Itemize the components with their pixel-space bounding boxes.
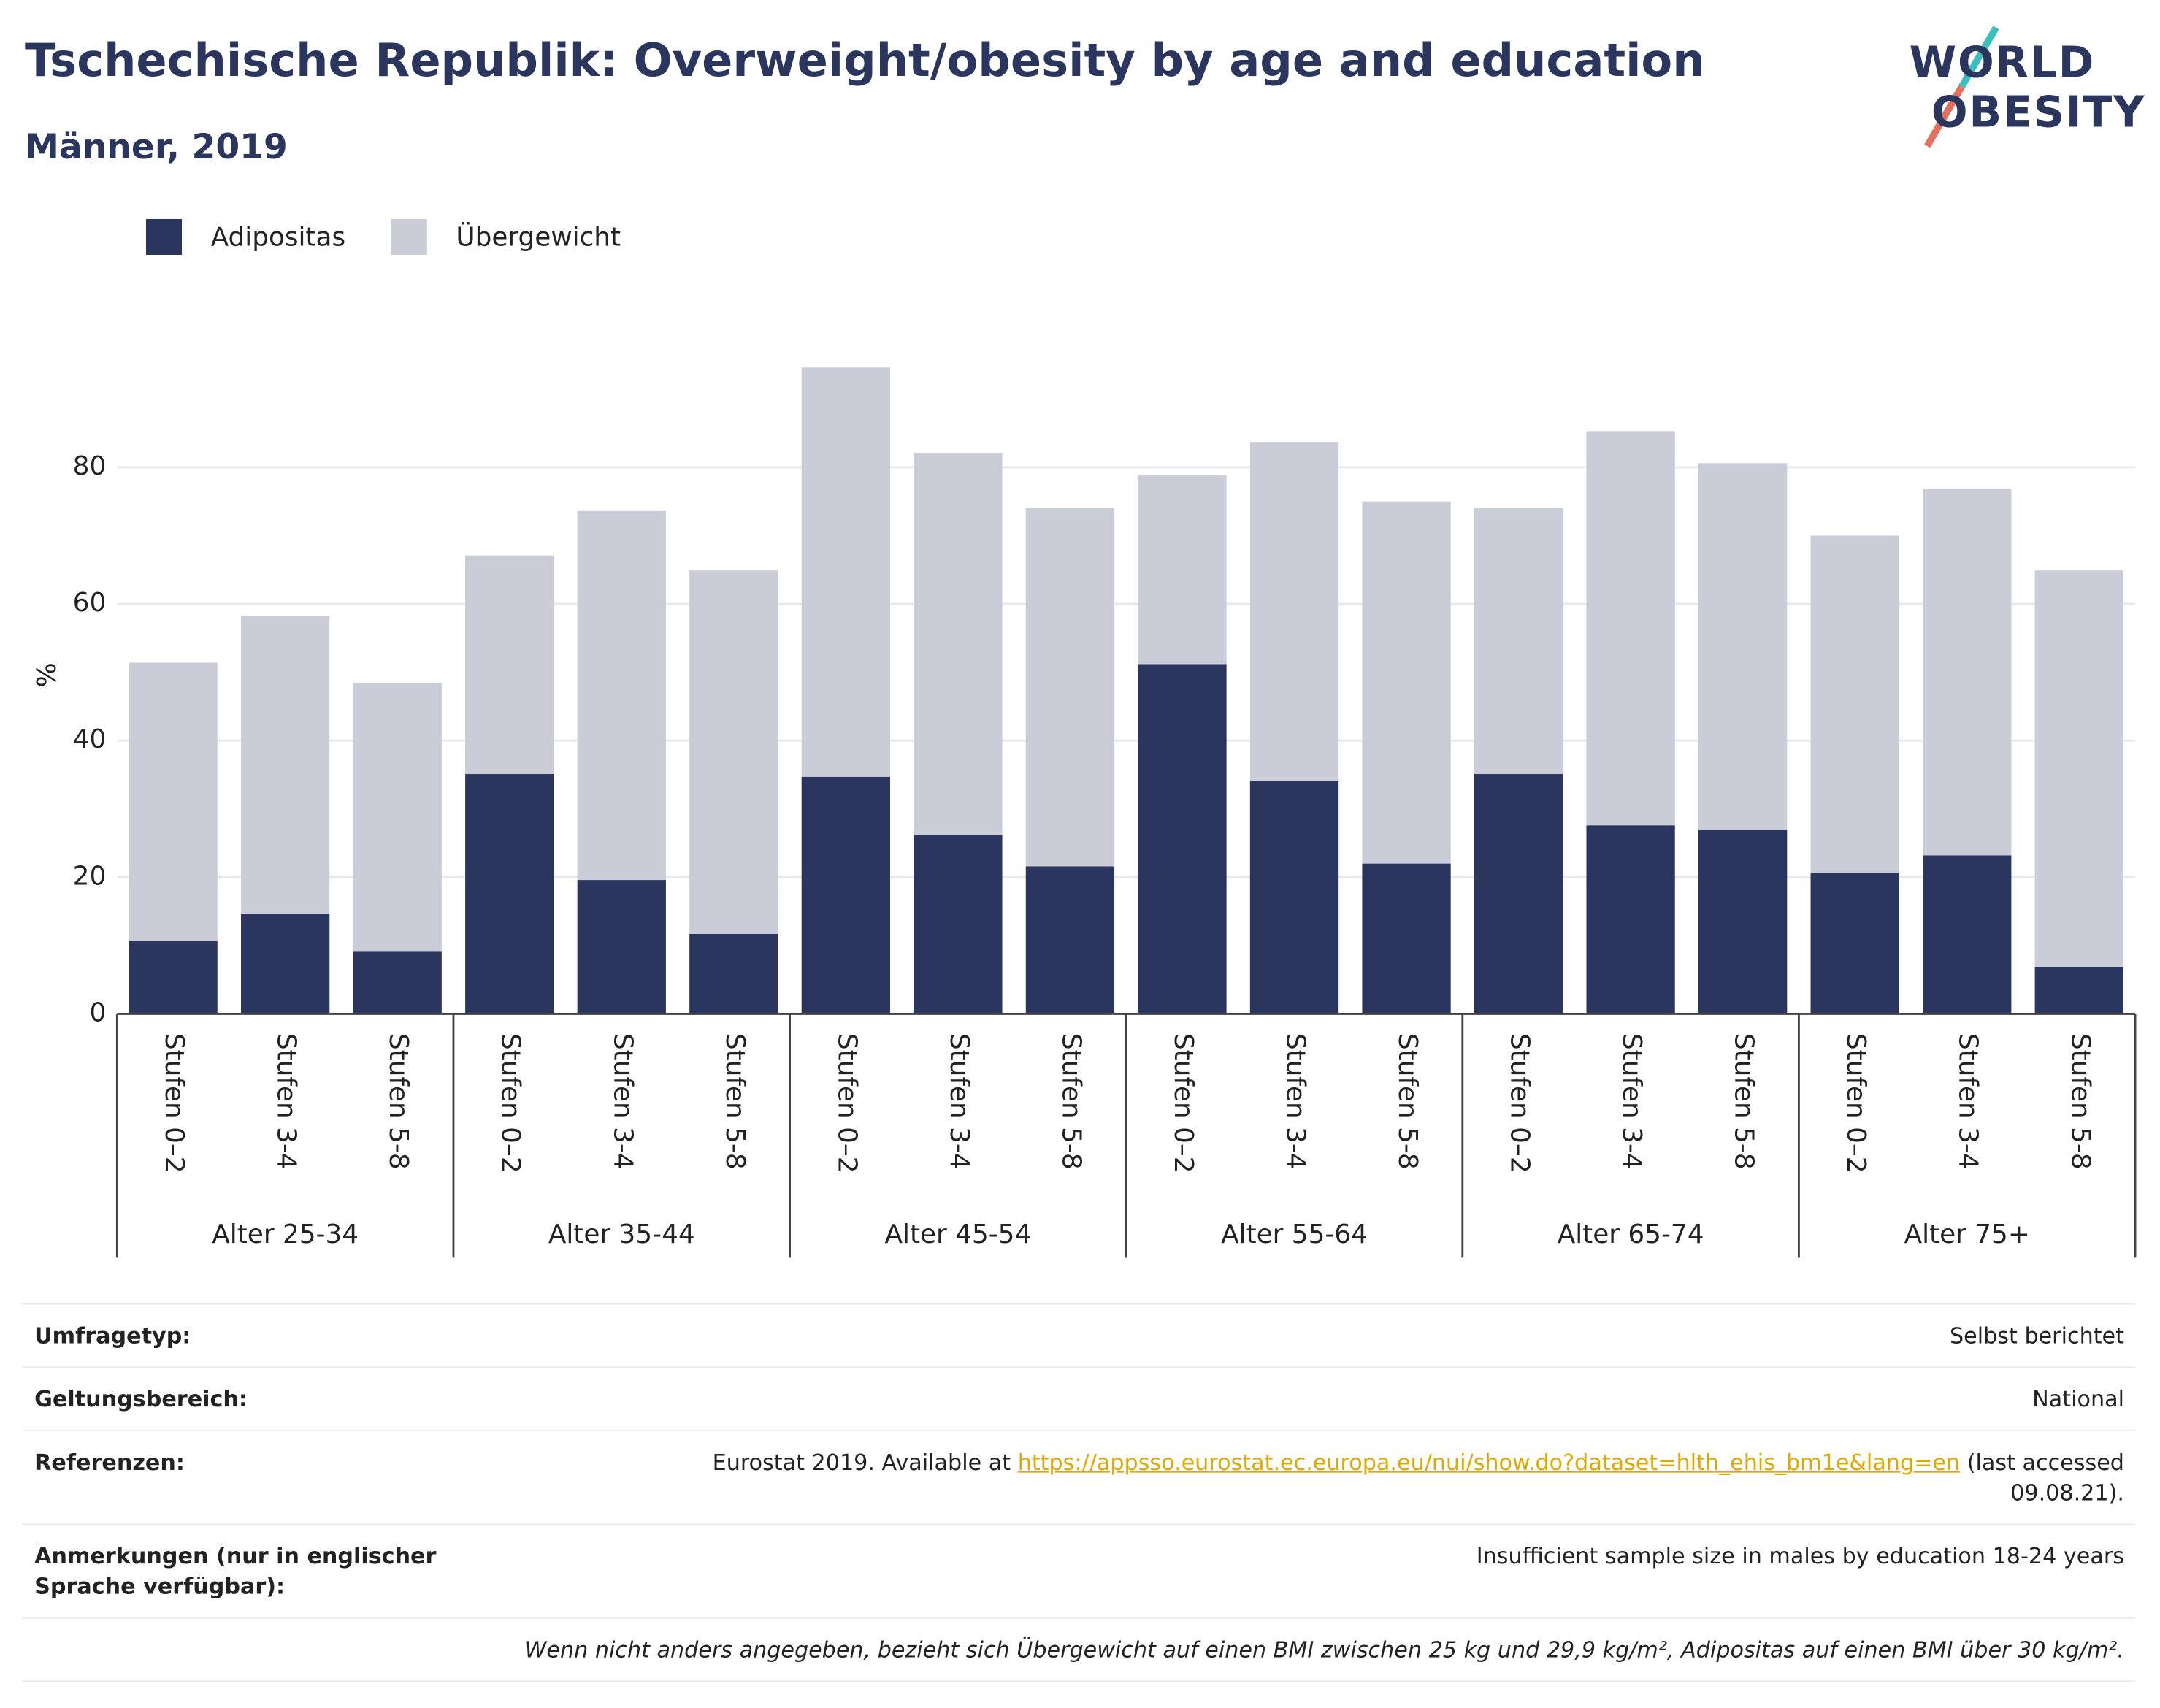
bar-segment [1698, 829, 1788, 1014]
row-label: Anmerkungen (nur in englischer Sprache v… [34, 1542, 437, 1600]
bar-segment [2034, 570, 2123, 967]
x-tick-label: Stufen 5-8 [1056, 1033, 1086, 1170]
x-tick-label: Stufen 0–2 [1505, 1033, 1535, 1173]
bar-segment [1362, 863, 1451, 1014]
logo-text: OBESITY [1931, 88, 2146, 138]
bar-segment [353, 683, 442, 952]
bar-segment [1474, 774, 1563, 1014]
y-tick-label: 60 [73, 588, 107, 618]
x-tick-label: Stufen 3-4 [1953, 1033, 1983, 1170]
logo-text: WORLD [1909, 38, 2096, 88]
bar-segment [1249, 442, 1339, 781]
x-tick-label: Stufen 5-8 [1729, 1033, 1759, 1170]
bar-segment [577, 510, 666, 881]
text: (last accessed 09.08.21). [1960, 1449, 2124, 1506]
y-tick-label: 0 [89, 997, 106, 1027]
bar-segment [1249, 781, 1339, 1014]
row-value: National [2032, 1385, 2124, 1412]
x-tick-label: Stufen 5-8 [720, 1033, 750, 1170]
bar-segment [353, 951, 442, 1014]
bar-segment [1138, 475, 1227, 665]
group-label: Alter 55-64 [1221, 1219, 1368, 1249]
bar-segment [914, 453, 1003, 835]
bar-segment [1586, 431, 1675, 826]
x-tick-label: Stufen 0–2 [159, 1033, 189, 1173]
y-axis-label: % [32, 662, 62, 687]
logo-stroke [1924, 85, 1965, 148]
x-tick-label: Stufen 5-8 [383, 1033, 413, 1170]
chart-title: Tschechische Republik: Overweight/obesit… [24, 33, 1705, 87]
bar-segment [1025, 866, 1115, 1014]
bar-segment [1586, 825, 1675, 1014]
bar-segment [241, 913, 330, 1014]
bar-segment [129, 941, 218, 1014]
x-tick-label: Stufen 0–2 [1841, 1033, 1871, 1173]
bar-segment [914, 835, 1003, 1014]
x-tick-label: Stufen 3-4 [1617, 1033, 1647, 1170]
y-tick-label: 20 [73, 861, 107, 891]
legend-swatch [145, 218, 183, 255]
bar-segment [801, 367, 890, 777]
bar-segment [465, 774, 554, 1014]
table-row: Anmerkungen (nur in englischer Sprache v… [22, 1523, 2136, 1617]
bar-segment [1810, 873, 1899, 1014]
x-tick-label: Stufen 3-4 [608, 1033, 637, 1170]
chart: Adipositas Übergewicht 0 20 40 60 80% Stufen 0–… [32, 218, 2137, 1258]
x-tick-label: Stufen 3-4 [272, 1033, 302, 1170]
link[interactable]: https://appsso.eurostat.ec.europa.eu/nui… [1017, 1449, 1961, 1476]
logo-slash [1924, 26, 1999, 148]
bar-segment [2034, 966, 2123, 1014]
bar-segment [1362, 501, 1451, 864]
x-tick-label: Stufen 0–2 [496, 1033, 526, 1173]
bar-segment [1810, 535, 1899, 873]
legend-swatch [391, 218, 427, 255]
bar-segment [465, 555, 554, 775]
legend-label: Übergewicht [456, 221, 621, 252]
row-value: Eurostat 2019. Available at https://apps… [637, 1448, 2124, 1509]
text: Eurostat 2019. Available at [712, 1449, 1018, 1476]
logo-stroke [1958, 26, 1999, 89]
group-label: Alter 75+ [1904, 1219, 2030, 1249]
x-tick-label: Stufen 0–2 [832, 1033, 862, 1173]
x-tick-label: Stufen 0–2 [1168, 1033, 1198, 1173]
info-table: Umfragetyp: Selbst berichtet Geltungsbere… [22, 1303, 2136, 1682]
legend-label: Adipositas [211, 222, 346, 252]
group-label: Alter 65-74 [1558, 1219, 1704, 1249]
bar-segment [1923, 489, 2012, 856]
bar-segment [1923, 855, 2012, 1014]
row-label: Referenzen: [34, 1449, 185, 1476]
bar-segment [689, 933, 778, 1014]
table-row: Geltungsbereich: National [22, 1366, 2136, 1430]
bar-segment [1025, 508, 1115, 867]
y-tick-label: 80 [73, 451, 107, 481]
bar-segment [241, 615, 330, 914]
x-tick-label: Stufen 3-4 [944, 1033, 974, 1170]
x-tick-label: Stufen 5-8 [1393, 1033, 1422, 1170]
bar-segment [689, 570, 778, 934]
group-label: Alter 25-34 [212, 1219, 359, 1249]
group-label: Alter 45-54 [884, 1219, 1031, 1249]
x-tick-label: Stufen 5-8 [2065, 1033, 2095, 1170]
row-label: Umfragetyp: [34, 1322, 191, 1349]
chart-subtitle: Männer, 2019 [24, 126, 288, 167]
bar-segment [1698, 463, 1788, 830]
group-label: Alter 35-44 [548, 1219, 695, 1249]
bar-segment [129, 662, 218, 941]
bar-segment [1474, 508, 1563, 775]
bar-segment [801, 776, 890, 1014]
row-value: Insufficient sample size in males by edu… [1476, 1542, 2124, 1569]
bar-segment [577, 880, 666, 1014]
y-tick-label: 40 [73, 724, 107, 754]
footnote: Wenn nicht anders angegeben, bezieht sic… [22, 1617, 2136, 1682]
table-row: Umfragetyp: Selbst berichtet [22, 1303, 2136, 1367]
logo: WORLD OBESITY [1910, 39, 2146, 138]
row-value: Selbst berichtet [1950, 1322, 2124, 1349]
x-tick-label: Stufen 3-4 [1281, 1033, 1311, 1170]
row-label: Geltungsbereich: [34, 1385, 248, 1412]
bar-segment [1138, 664, 1227, 1014]
table-row: Referenzen: Eurostat 2019. Available at h… [22, 1430, 2136, 1523]
